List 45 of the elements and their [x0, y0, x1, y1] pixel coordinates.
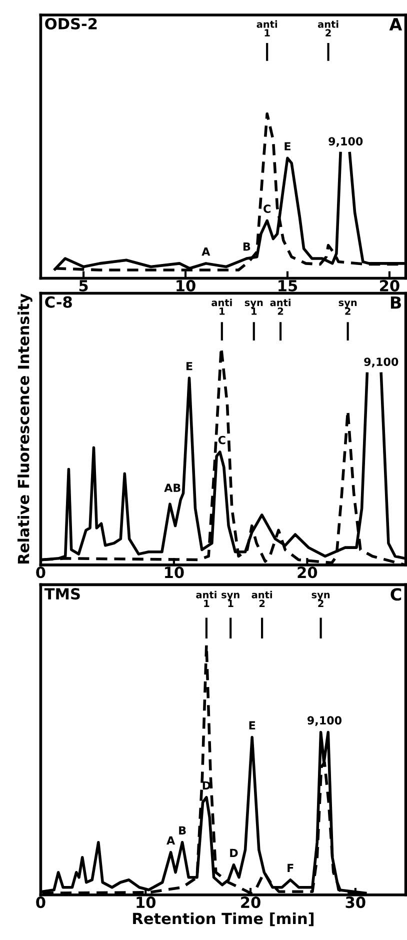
ref-line-label: anti 2	[318, 20, 338, 36]
x-tick-label: 5	[79, 280, 88, 292]
annotation: E	[284, 142, 290, 150]
ref-line-label: anti 1	[256, 20, 278, 36]
ref-line-label: anti 1	[196, 590, 216, 607]
annotation: B	[179, 826, 186, 834]
annotation: D	[202, 781, 210, 790]
annotation: F	[288, 864, 294, 872]
annotation: E	[249, 721, 256, 730]
x-tick-label: 10	[165, 566, 184, 578]
annotation: C	[264, 204, 270, 213]
annotation: C	[218, 436, 226, 444]
annotation: 9,100	[364, 358, 398, 368]
x-tick-label: 30	[346, 896, 366, 908]
ref-line-label: syn 1	[222, 592, 240, 607]
x-tick-label: 20	[241, 896, 260, 908]
ref-line-label: syn 2	[312, 592, 330, 607]
x-axis-title: Retention Time [min]	[133, 912, 314, 926]
annotation: 9,100	[307, 716, 342, 726]
annotation: B	[243, 242, 250, 251]
ref-line-label: anti 2	[252, 590, 272, 607]
annotation: AB	[164, 484, 180, 492]
ref-line-label: syn 1	[244, 300, 263, 315]
chart-subtitle: B	[390, 296, 401, 309]
x-tick-label: 10	[136, 896, 156, 908]
y-axis-title: Relative Fluorescence Intensity	[17, 294, 32, 564]
x-tick-label: 10	[176, 280, 196, 292]
annotation: A	[202, 247, 210, 256]
annotation: 9,100	[328, 137, 363, 147]
ref-line-label: anti 1	[212, 298, 232, 315]
chart-subtitle: A	[389, 18, 402, 30]
chart-title: TMS	[44, 588, 80, 600]
ref-line-label: anti 2	[270, 298, 290, 315]
x-tick-label: 20	[298, 566, 318, 578]
chart-title: ODS-2	[45, 18, 97, 30]
x-tick-label: 0	[36, 896, 46, 908]
annotation: A	[166, 836, 176, 844]
chart-subtitle: C	[390, 588, 402, 601]
x-tick-label: 15	[278, 280, 298, 292]
x-tick-label: 0	[36, 566, 46, 578]
annotation: D	[230, 848, 238, 857]
x-tick-label: 20	[380, 280, 400, 292]
chart-title: C-8	[45, 296, 72, 308]
annotation: E	[186, 362, 192, 370]
ref-line-label: syn 2	[338, 300, 357, 315]
